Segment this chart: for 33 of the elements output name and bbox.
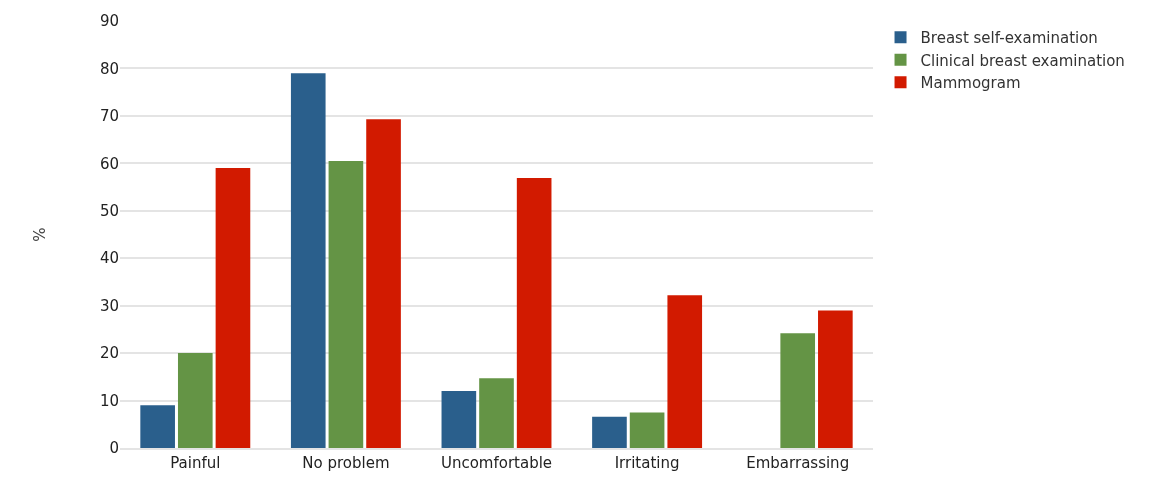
bar — [818, 310, 853, 448]
legend-label: Breast self-examination — [920, 29, 1098, 48]
bar — [366, 119, 401, 448]
y-tick-label: 30 — [99, 296, 119, 315]
bar — [215, 168, 251, 448]
legend-label: Mammogram — [920, 74, 1021, 93]
bar — [592, 416, 627, 448]
y-axis-title: % — [31, 227, 50, 242]
legend-label: Clinical breast examination — [920, 51, 1125, 70]
y-tick-label: 10 — [99, 391, 119, 410]
y-tick-label: 40 — [99, 249, 119, 268]
y-tick-label: 60 — [99, 154, 119, 173]
bar — [177, 353, 213, 448]
y-tick-label: 50 — [99, 202, 119, 221]
y-tick-label: 70 — [99, 107, 119, 126]
x-tick-label: Irritating — [614, 454, 680, 472]
bar — [140, 405, 175, 448]
x-tick-label: Uncomfortable — [440, 454, 553, 472]
y-tick-label: 90 — [99, 12, 119, 31]
bar — [290, 73, 326, 448]
y-tick-label: 80 — [99, 59, 119, 78]
x-tick-label: No problem — [302, 454, 390, 472]
bar — [479, 378, 514, 448]
y-tick-label: 20 — [99, 344, 119, 363]
bar — [516, 178, 552, 448]
x-tick-label: Painful — [170, 454, 221, 472]
bar — [780, 333, 816, 448]
y-tick-label: 0 — [109, 439, 119, 458]
bar — [629, 412, 665, 448]
bar — [667, 295, 703, 448]
bar — [441, 391, 477, 448]
x-tick-label: Embarrassing — [746, 454, 850, 472]
bar — [328, 160, 364, 448]
